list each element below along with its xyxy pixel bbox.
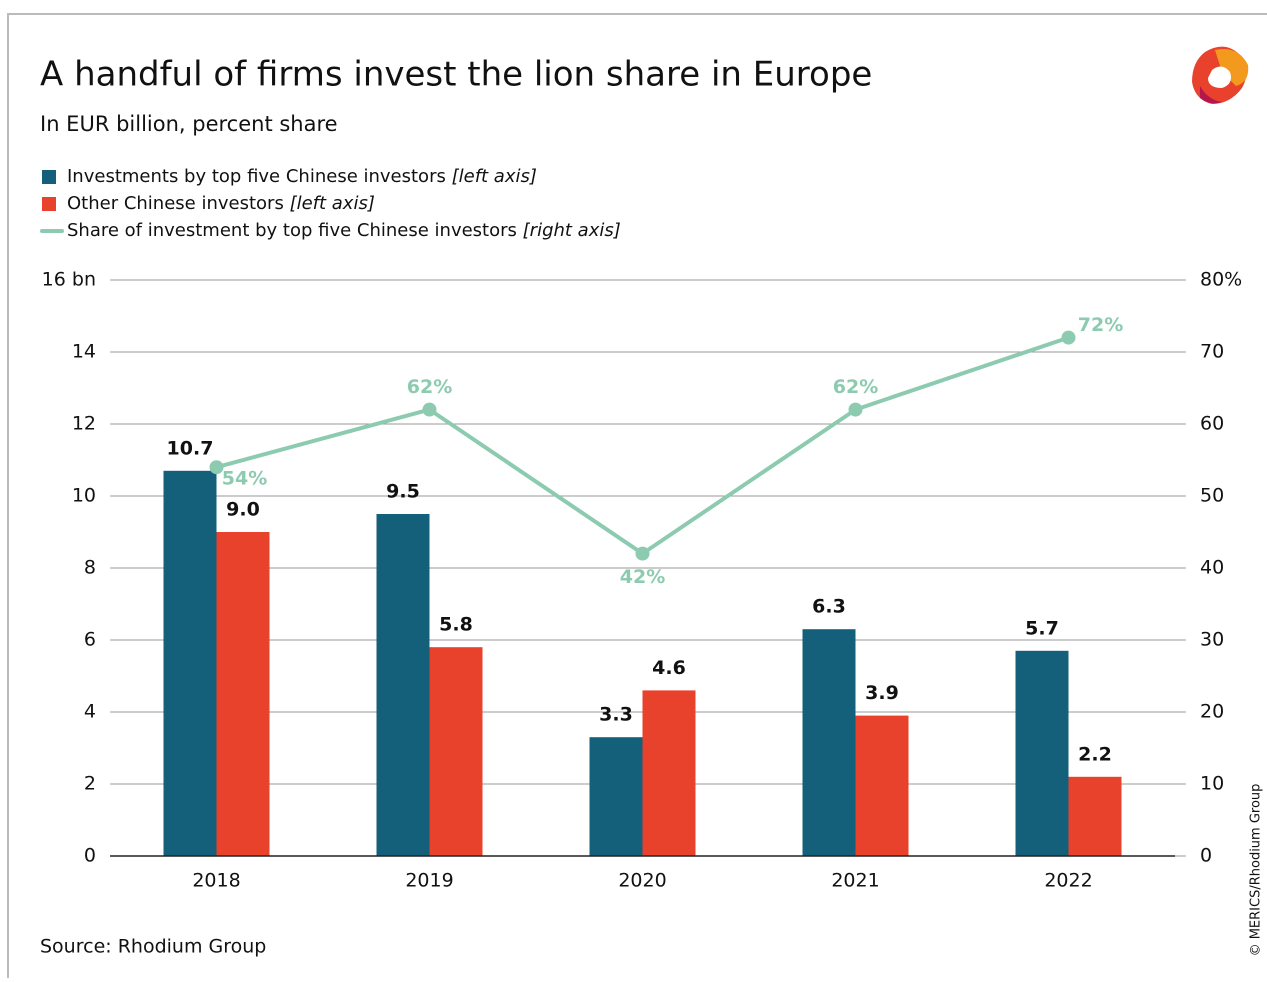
bar <box>216 532 270 856</box>
frame <box>7 13 1267 978</box>
y2-tick-label: 70 <box>1200 341 1224 363</box>
chart-subtitle: In EUR billion, percent share <box>40 112 338 136</box>
y2-tick-label: 30 <box>1200 629 1224 651</box>
credit: © MERICS/Rhodium Group <box>1249 784 1264 957</box>
share-value-label: 62% <box>407 376 452 398</box>
bar-value-label: 5.8 <box>439 614 473 636</box>
y2-tick-label: 80% <box>1200 269 1242 291</box>
bar <box>589 737 643 856</box>
y-tick-label: 2 <box>84 773 96 795</box>
y-tick-label: 0 <box>84 845 96 867</box>
bar-value-label: 9.5 <box>386 481 420 503</box>
legend-note: [right axis] <box>523 220 621 241</box>
x-tick-label: 2022 <box>1044 870 1092 892</box>
x-tick-label: 2021 <box>831 870 879 892</box>
bar-value-label: 10.7 <box>167 437 214 459</box>
share-point <box>209 460 224 475</box>
bar-value-label: 3.3 <box>599 704 633 726</box>
y2-tick-label: 60 <box>1200 413 1224 435</box>
bar-value-label: 4.6 <box>652 657 686 679</box>
legend-label: Other Chinese investors [left axis] <box>67 193 375 214</box>
source: Source: Rhodium Group <box>40 936 266 958</box>
bar <box>1068 776 1122 856</box>
share-point <box>1061 330 1076 345</box>
legend-note: [left axis] <box>290 193 375 214</box>
bar-value-label: 3.9 <box>865 682 899 704</box>
logo <box>1192 46 1249 104</box>
y-tick-label: 14 <box>72 341 96 363</box>
x-tick-label: 2018 <box>192 870 240 892</box>
legend-name: Investments by top five Chinese investor… <box>67 166 446 187</box>
share-line <box>215 335 1070 556</box>
legend-label: Share of investment by top five Chinese … <box>67 220 621 241</box>
y-tick-label: 4 <box>84 701 96 723</box>
y-tick-label: 12 <box>72 413 96 435</box>
share-point <box>635 546 650 561</box>
y2-tick-label: 0 <box>1200 845 1212 867</box>
share-value-label: 54% <box>222 468 267 490</box>
bar <box>855 715 909 856</box>
bar <box>642 690 696 856</box>
y2-tick-label: 40 <box>1200 557 1224 579</box>
y-tick-label: 10 <box>72 485 96 507</box>
share-value-label: 72% <box>1078 314 1123 336</box>
legend-note: [left axis] <box>452 166 537 187</box>
chart-title: A handful of firms invest the lion share… <box>40 55 872 95</box>
legend-label: Investments by top five Chinese investor… <box>67 166 537 187</box>
bar <box>1015 650 1069 856</box>
legend-name: Other Chinese investors <box>67 193 284 214</box>
bar-value-label: 6.3 <box>812 596 846 618</box>
bar <box>163 470 217 856</box>
share-value-label: 42% <box>620 566 665 588</box>
x-tick-label: 2019 <box>405 870 453 892</box>
share-value-label: 62% <box>833 376 878 398</box>
bar <box>376 514 430 856</box>
share-point <box>848 402 863 417</box>
legend-swatch <box>42 170 56 184</box>
y-tick-label: 6 <box>84 629 96 651</box>
legend-name: Share of investment by top five Chinese … <box>67 220 517 241</box>
bar-value-label: 9.0 <box>226 499 260 521</box>
y-tick-label: 8 <box>84 557 96 579</box>
bar-value-label: 5.7 <box>1025 617 1059 639</box>
legend-swatch <box>42 197 56 211</box>
y2-tick-label: 20 <box>1200 701 1224 723</box>
bar <box>429 647 483 856</box>
bar-value-label: 2.2 <box>1078 743 1112 765</box>
y2-tick-label: 50 <box>1200 485 1224 507</box>
x-tick-label: 2020 <box>618 870 666 892</box>
y-tick-label: 16 bn <box>42 269 96 291</box>
share-point <box>422 402 437 417</box>
bar <box>802 629 856 856</box>
y2-tick-label: 10 <box>1200 773 1224 795</box>
